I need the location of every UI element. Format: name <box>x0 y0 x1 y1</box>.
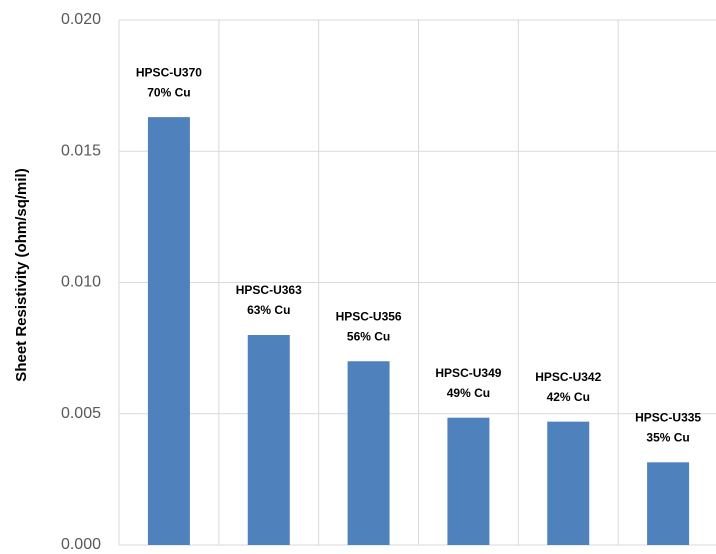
y-tick-label: 0.015 <box>61 142 101 159</box>
data-label-cu: 35% Cu <box>646 430 689 444</box>
bar-hpsc-u335 <box>647 462 690 545</box>
y-tick-label: 0.020 <box>61 11 101 28</box>
y-tick-label: 0.000 <box>61 536 101 553</box>
data-label-name: HPSC-U335 <box>635 410 701 424</box>
data-label-cu: 42% Cu <box>547 390 590 404</box>
bar-hpsc-u349 <box>447 417 490 545</box>
data-label-cu: 49% Cu <box>447 386 490 400</box>
bar-hpsc-u342 <box>547 421 590 545</box>
data-label-cu: 56% Cu <box>347 329 390 343</box>
bars <box>147 117 690 545</box>
bar-hpsc-u370 <box>147 117 190 545</box>
data-label-name: HPSC-U342 <box>535 370 601 384</box>
y-axis-tick-labels: 0.000 0.005 0.010 0.015 0.020 <box>61 11 101 553</box>
bar-hpsc-u356 <box>347 361 390 545</box>
data-label-name: HPSC-U349 <box>435 366 501 380</box>
y-tick-label: 0.010 <box>61 274 101 291</box>
data-label-name: HPSC-U356 <box>336 309 402 323</box>
gridlines <box>118 19 716 546</box>
y-tick-label: 0.005 <box>61 405 101 422</box>
data-label-name: HPSC-U363 <box>236 283 302 297</box>
data-label-cu: 70% Cu <box>147 85 190 99</box>
data-label-name: HPSC-U370 <box>136 65 202 79</box>
data-labels: HPSC-U370 70% Cu HPSC-U363 63% Cu HPSC-U356 5… <box>136 65 702 444</box>
data-label-cu: 63% Cu <box>247 303 290 317</box>
bar-hpsc-u363 <box>247 335 290 545</box>
y-axis-label: Sheet Resistivity (ohm/sq/mil) <box>13 168 30 381</box>
